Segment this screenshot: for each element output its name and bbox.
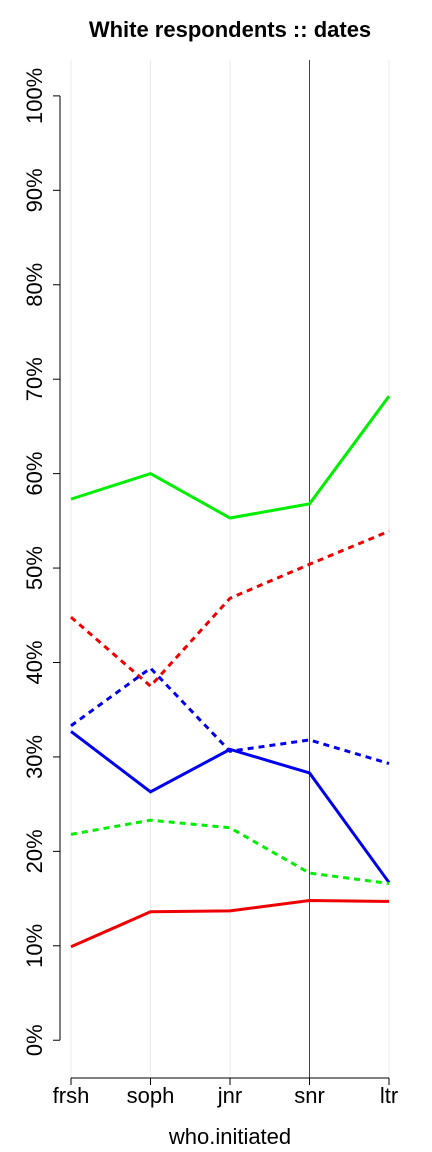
y-tick-label: 100% bbox=[22, 68, 47, 124]
x-axis-label: who.initiated bbox=[168, 1124, 291, 1149]
series-line bbox=[70, 666, 390, 765]
x-tick-label: jnr bbox=[217, 1083, 242, 1108]
series-line bbox=[70, 529, 390, 689]
y-tick-label: 60% bbox=[22, 452, 47, 496]
x-tick-label: frsh bbox=[53, 1083, 90, 1108]
x-tick-label: snr bbox=[294, 1083, 325, 1108]
y-tick-label: 50% bbox=[22, 546, 47, 590]
y-tick-label: 40% bbox=[22, 640, 47, 684]
series-line bbox=[70, 898, 390, 949]
x-tick-label: ltr bbox=[380, 1083, 398, 1108]
series-line bbox=[70, 730, 391, 884]
x-tick-label: soph bbox=[127, 1083, 175, 1108]
y-tick-label: 20% bbox=[22, 829, 47, 873]
y-tick-label: 90% bbox=[22, 168, 47, 212]
y-tick-label: 0% bbox=[22, 1024, 47, 1056]
y-tick-label: 30% bbox=[22, 735, 47, 779]
chart-title: White respondents :: dates bbox=[89, 17, 371, 42]
series-line bbox=[70, 395, 391, 520]
y-tick-label: 70% bbox=[22, 357, 47, 401]
y-tick-label: 10% bbox=[22, 924, 47, 968]
y-tick-label: 80% bbox=[22, 263, 47, 307]
series-line bbox=[70, 818, 390, 885]
